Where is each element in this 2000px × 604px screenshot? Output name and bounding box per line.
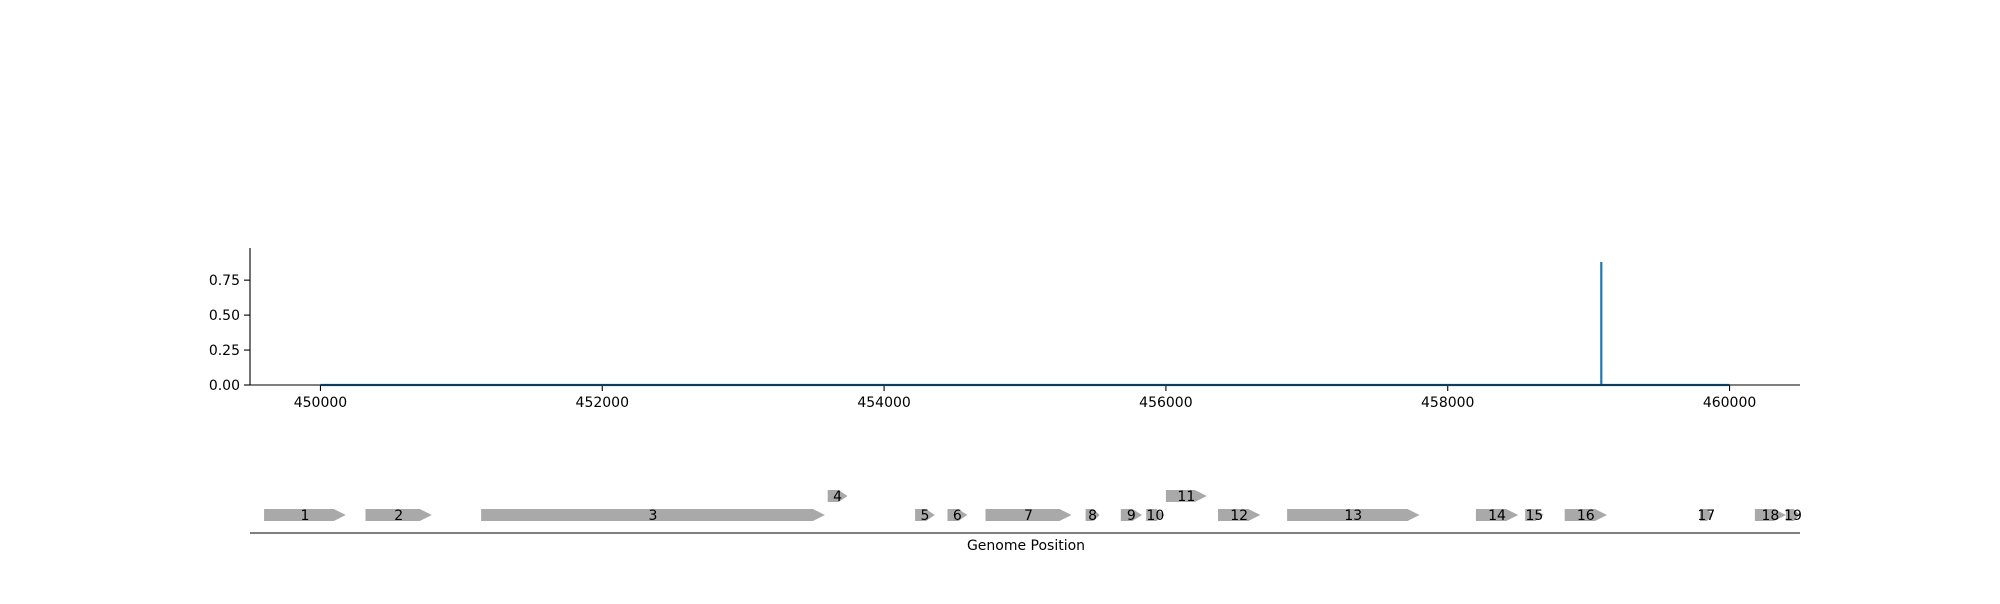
x-tick-label: 452000 <box>576 395 629 411</box>
gene-feature-arrow <box>915 509 935 521</box>
gene-feature-label: 14 <box>1488 508 1506 524</box>
gene-feature-arrow <box>1146 509 1165 521</box>
gene-feature-arrow <box>1218 509 1261 521</box>
gene-feature-arrow <box>365 509 432 521</box>
y-tick-label: 0.50 <box>209 308 240 324</box>
gene-feature-label: 10 <box>1146 508 1164 524</box>
gene-feature-label: 11 <box>1177 489 1195 505</box>
gene-feature-arrow <box>1287 509 1420 521</box>
x-axis-ticks: 450000 452000 454000 456000 458000 460000 <box>294 385 1756 411</box>
gene-feature-label: 15 <box>1525 508 1543 524</box>
coverage-plot: 0.00 0.25 0.50 0.75 450000 452000 454000 45600… <box>209 248 1800 411</box>
gene-feature-arrow <box>1564 509 1607 521</box>
x-tick-label: 460000 <box>1703 395 1756 411</box>
gene-feature-arrow <box>985 509 1072 521</box>
track-x-axis-label: Genome Position <box>967 538 1085 554</box>
gene-feature-arrow <box>1085 509 1100 521</box>
coverage-line <box>320 262 1730 387</box>
gene-feature-label: 2 <box>394 508 403 524</box>
gene-feature-label: 18 <box>1761 508 1779 524</box>
gene-feature-arrow <box>1754 509 1786 521</box>
gene-feature-arrow <box>264 509 346 521</box>
gene-feature-label: 9 <box>1127 508 1136 524</box>
gene-feature-label: 17 <box>1697 508 1715 524</box>
gene-feature-label: 13 <box>1344 508 1362 524</box>
gene-feature-arrow <box>481 509 825 521</box>
gene-feature-arrow <box>1165 490 1207 502</box>
gene-feature-label: 7 <box>1024 508 1033 524</box>
gene-feature-label: 19 <box>1784 508 1802 524</box>
gene-feature-arrow <box>947 509 968 521</box>
gene-feature-arrow <box>1785 509 1800 521</box>
y-tick-label: 0.75 <box>209 273 240 289</box>
gene-feature-arrow <box>1700 509 1713 521</box>
gene-feature-label: 12 <box>1230 508 1248 524</box>
gene-feature-label: 4 <box>833 489 842 505</box>
gene-feature-label: 3 <box>649 508 658 524</box>
x-tick-label: 458000 <box>1421 395 1474 411</box>
y-tick-label: 0.25 <box>209 343 240 359</box>
gene-feature-arrow <box>1475 509 1519 521</box>
gene-feature-label: 1 <box>300 508 309 524</box>
gene-feature-label: 5 <box>920 508 929 524</box>
x-tick-label: 456000 <box>1139 395 1192 411</box>
x-tick-label: 454000 <box>857 395 910 411</box>
gene-feature-arrow <box>1120 509 1142 521</box>
x-tick-label: 450000 <box>294 395 347 411</box>
gene-feature-label: 6 <box>953 508 962 524</box>
gene-feature-label: 16 <box>1577 508 1595 524</box>
y-axis-ticks: 0.00 0.25 0.50 0.75 <box>209 273 250 394</box>
gene-feature-label: 8 <box>1088 508 1097 524</box>
y-tick-label: 0.00 <box>209 378 240 394</box>
gene-feature-arrow <box>1525 509 1544 521</box>
gene-feature-arrow <box>827 490 848 502</box>
